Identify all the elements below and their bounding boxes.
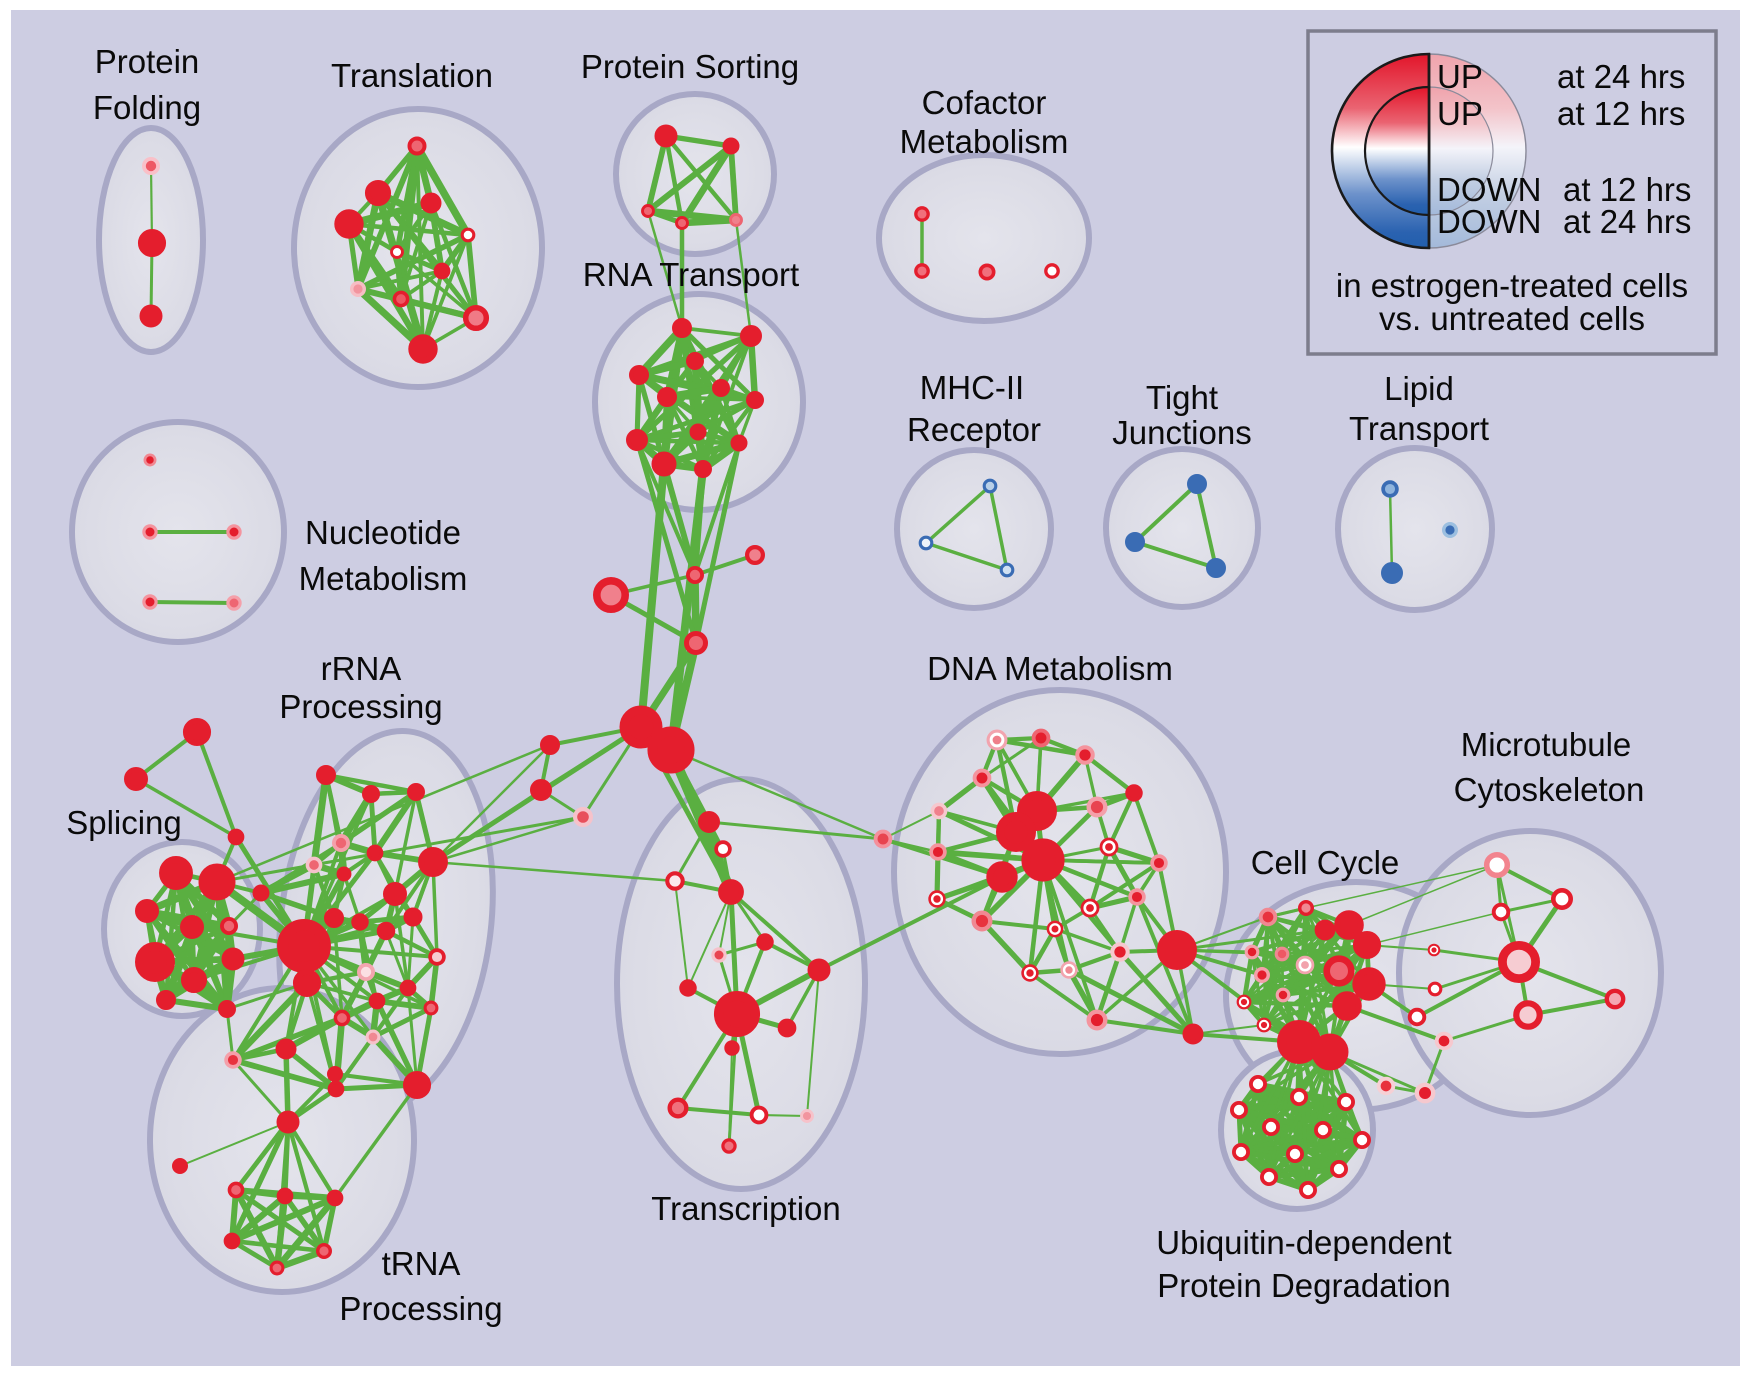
svg-text:Metabolism: Metabolism <box>299 560 468 597</box>
svg-text:Receptor: Receptor <box>907 411 1041 448</box>
svg-text:at 24 hrs: at 24 hrs <box>1557 58 1685 95</box>
svg-text:Nucleotide: Nucleotide <box>305 514 461 551</box>
svg-text:at 12 hrs: at 12 hrs <box>1557 95 1685 132</box>
svg-text:Folding: Folding <box>93 89 201 126</box>
svg-text:DOWN: DOWN <box>1437 203 1541 240</box>
svg-text:RNA Transport: RNA Transport <box>583 256 799 293</box>
svg-text:MHC-II: MHC-II <box>920 369 1024 406</box>
svg-text:at 12 hrs: at 12 hrs <box>1563 171 1691 208</box>
svg-text:Translation: Translation <box>331 57 493 94</box>
svg-text:Junctions: Junctions <box>1112 414 1251 451</box>
svg-text:Cytoskeleton: Cytoskeleton <box>1454 771 1645 808</box>
svg-text:UP: UP <box>1437 58 1483 95</box>
svg-text:at 24 hrs: at 24 hrs <box>1563 203 1691 240</box>
svg-text:Cofactor: Cofactor <box>922 84 1047 121</box>
svg-text:Tight: Tight <box>1146 379 1218 416</box>
svg-text:tRNA: tRNA <box>382 1245 461 1282</box>
svg-text:Microtubule: Microtubule <box>1461 726 1632 763</box>
svg-text:Protein: Protein <box>95 43 200 80</box>
svg-text:Metabolism: Metabolism <box>900 123 1069 160</box>
svg-text:vs. untreated cells: vs. untreated cells <box>1379 300 1645 337</box>
svg-text:DOWN: DOWN <box>1437 171 1541 208</box>
svg-text:in estrogen-treated cells: in estrogen-treated cells <box>1336 267 1688 304</box>
svg-text:DNA Metabolism: DNA Metabolism <box>927 650 1173 687</box>
svg-text:Processing: Processing <box>339 1290 502 1327</box>
svg-text:Protein Degradation: Protein Degradation <box>1157 1267 1451 1304</box>
svg-text:Ubiquitin-dependent: Ubiquitin-dependent <box>1156 1224 1451 1261</box>
svg-text:UP: UP <box>1437 95 1483 132</box>
svg-text:rRNA: rRNA <box>321 650 402 687</box>
svg-text:Transcription: Transcription <box>651 1190 841 1227</box>
svg-text:Transport: Transport <box>1349 410 1489 447</box>
svg-text:Lipid: Lipid <box>1384 370 1454 407</box>
svg-text:Cell Cycle: Cell Cycle <box>1251 844 1400 881</box>
svg-text:Protein Sorting: Protein Sorting <box>581 48 799 85</box>
svg-text:Processing: Processing <box>279 688 442 725</box>
svg-text:Splicing: Splicing <box>66 804 182 841</box>
